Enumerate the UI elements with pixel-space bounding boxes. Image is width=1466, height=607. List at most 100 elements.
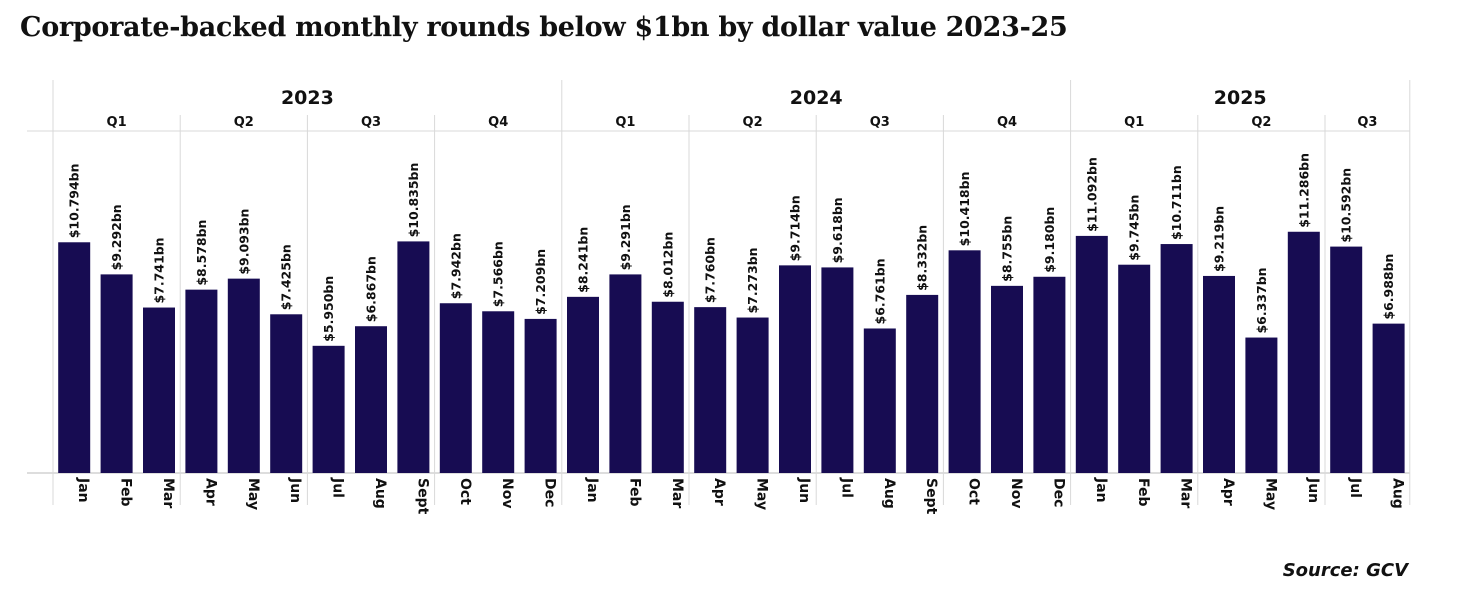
bar xyxy=(355,326,387,473)
bar xyxy=(694,307,727,473)
data-label: $9.180bn xyxy=(1042,207,1057,273)
month-label: Aug xyxy=(1390,478,1406,509)
quarter-label: Q1 xyxy=(107,115,127,130)
data-label: $9.714bn xyxy=(788,195,803,261)
bar xyxy=(991,285,1023,473)
data-label: $10.592bn xyxy=(1339,168,1354,243)
month-label: Apr xyxy=(202,478,218,506)
month-label: Dec xyxy=(542,478,558,507)
month-label: Jul xyxy=(330,477,346,498)
month-label: Apr xyxy=(1220,478,1236,506)
month-label: Nov xyxy=(499,478,515,508)
data-label: $7.425bn xyxy=(279,244,294,310)
data-label: $7.209bn xyxy=(533,249,548,315)
month-label: May xyxy=(245,478,261,510)
quarter-label: Q2 xyxy=(234,115,254,130)
month-label: Jun xyxy=(287,477,303,503)
quarter-label: Q4 xyxy=(488,115,508,130)
month-label: Jul xyxy=(838,477,854,498)
data-label: $7.566bn xyxy=(491,241,506,307)
month-label: Feb xyxy=(118,478,134,507)
bar xyxy=(1160,244,1193,473)
data-label: $6.867bn xyxy=(364,256,379,322)
month-label: May xyxy=(1262,478,1278,510)
bar xyxy=(779,265,811,473)
bar xyxy=(567,296,599,473)
bar xyxy=(1203,275,1235,473)
data-label: $7.760bn xyxy=(703,237,718,303)
month-label: May xyxy=(754,478,770,510)
bar xyxy=(439,303,472,473)
data-label: $8.012bn xyxy=(660,232,675,298)
data-label: $6.337bn xyxy=(1254,267,1269,333)
data-label: $8.755bn xyxy=(1000,216,1015,282)
month-label: Jan xyxy=(1093,477,1109,503)
bar xyxy=(482,311,515,473)
month-label: Aug xyxy=(372,478,388,509)
bar xyxy=(1075,235,1108,473)
data-label: $9.093bn xyxy=(236,209,251,275)
quarter-label: Q4 xyxy=(997,115,1017,130)
quarter-label: Q1 xyxy=(615,115,635,130)
data-label: $8.241bn xyxy=(576,227,591,293)
year-label: 2024 xyxy=(790,87,843,109)
bar xyxy=(1287,231,1320,473)
month-label: Sept xyxy=(414,478,430,515)
month-label: Nov xyxy=(1008,478,1024,508)
month-label: Jun xyxy=(796,477,812,503)
bar xyxy=(1372,323,1405,473)
quarter-label: Q3 xyxy=(361,115,381,130)
month-label: Mar xyxy=(160,478,176,508)
bar xyxy=(1245,337,1278,473)
source-note: Source: GCV xyxy=(1282,560,1408,581)
bar xyxy=(185,289,218,473)
data-label: $9.618bn xyxy=(830,197,845,263)
bar xyxy=(948,250,981,473)
year-label: 2023 xyxy=(281,87,334,109)
bar xyxy=(1118,264,1151,473)
data-label: $9.745bn xyxy=(1127,195,1142,261)
bar xyxy=(736,317,769,473)
bar xyxy=(143,307,175,473)
data-label: $10.711bn xyxy=(1169,165,1184,240)
bar xyxy=(821,267,854,473)
data-label: $8.332bn xyxy=(915,225,930,291)
data-label: $9.291bn xyxy=(618,204,633,270)
data-label: $10.835bn xyxy=(406,163,421,238)
data-label: $6.988bn xyxy=(1381,254,1396,320)
month-label: Jul xyxy=(1347,477,1363,498)
month-label: Mar xyxy=(1178,478,1194,508)
month-label: Aug xyxy=(881,478,897,509)
month-label: Mar xyxy=(669,478,685,508)
month-label: Feb xyxy=(1135,478,1151,507)
month-label: Sept xyxy=(923,478,939,515)
data-label: $5.950bn xyxy=(321,276,336,342)
month-label: Jan xyxy=(584,477,600,503)
bar xyxy=(312,345,345,473)
bar xyxy=(863,328,896,473)
bar xyxy=(524,318,557,473)
data-label: $7.741bn xyxy=(152,237,167,303)
data-label: $10.418bn xyxy=(957,172,972,247)
quarter-label: Q2 xyxy=(743,115,763,130)
quarter-label: Q1 xyxy=(1124,115,1144,130)
quarter-label: Q3 xyxy=(1357,115,1377,130)
bar xyxy=(227,278,260,473)
year-label: 2025 xyxy=(1214,87,1267,109)
quarter-label: Q3 xyxy=(870,115,890,130)
data-label: $7.942bn xyxy=(448,233,463,299)
bar xyxy=(397,241,430,473)
bar xyxy=(58,242,91,473)
data-label: $8.578bn xyxy=(194,220,209,286)
bar xyxy=(906,294,939,473)
data-label: $9.292bn xyxy=(109,204,124,270)
month-label: Jun xyxy=(1305,477,1321,503)
month-label: Jan xyxy=(75,477,91,503)
data-label: $9.219bn xyxy=(1212,206,1227,272)
month-label: Dec xyxy=(1050,478,1066,507)
month-label: Apr xyxy=(711,478,727,506)
month-label: Oct xyxy=(966,478,982,505)
bar xyxy=(100,274,133,473)
month-label: Oct xyxy=(457,478,473,505)
